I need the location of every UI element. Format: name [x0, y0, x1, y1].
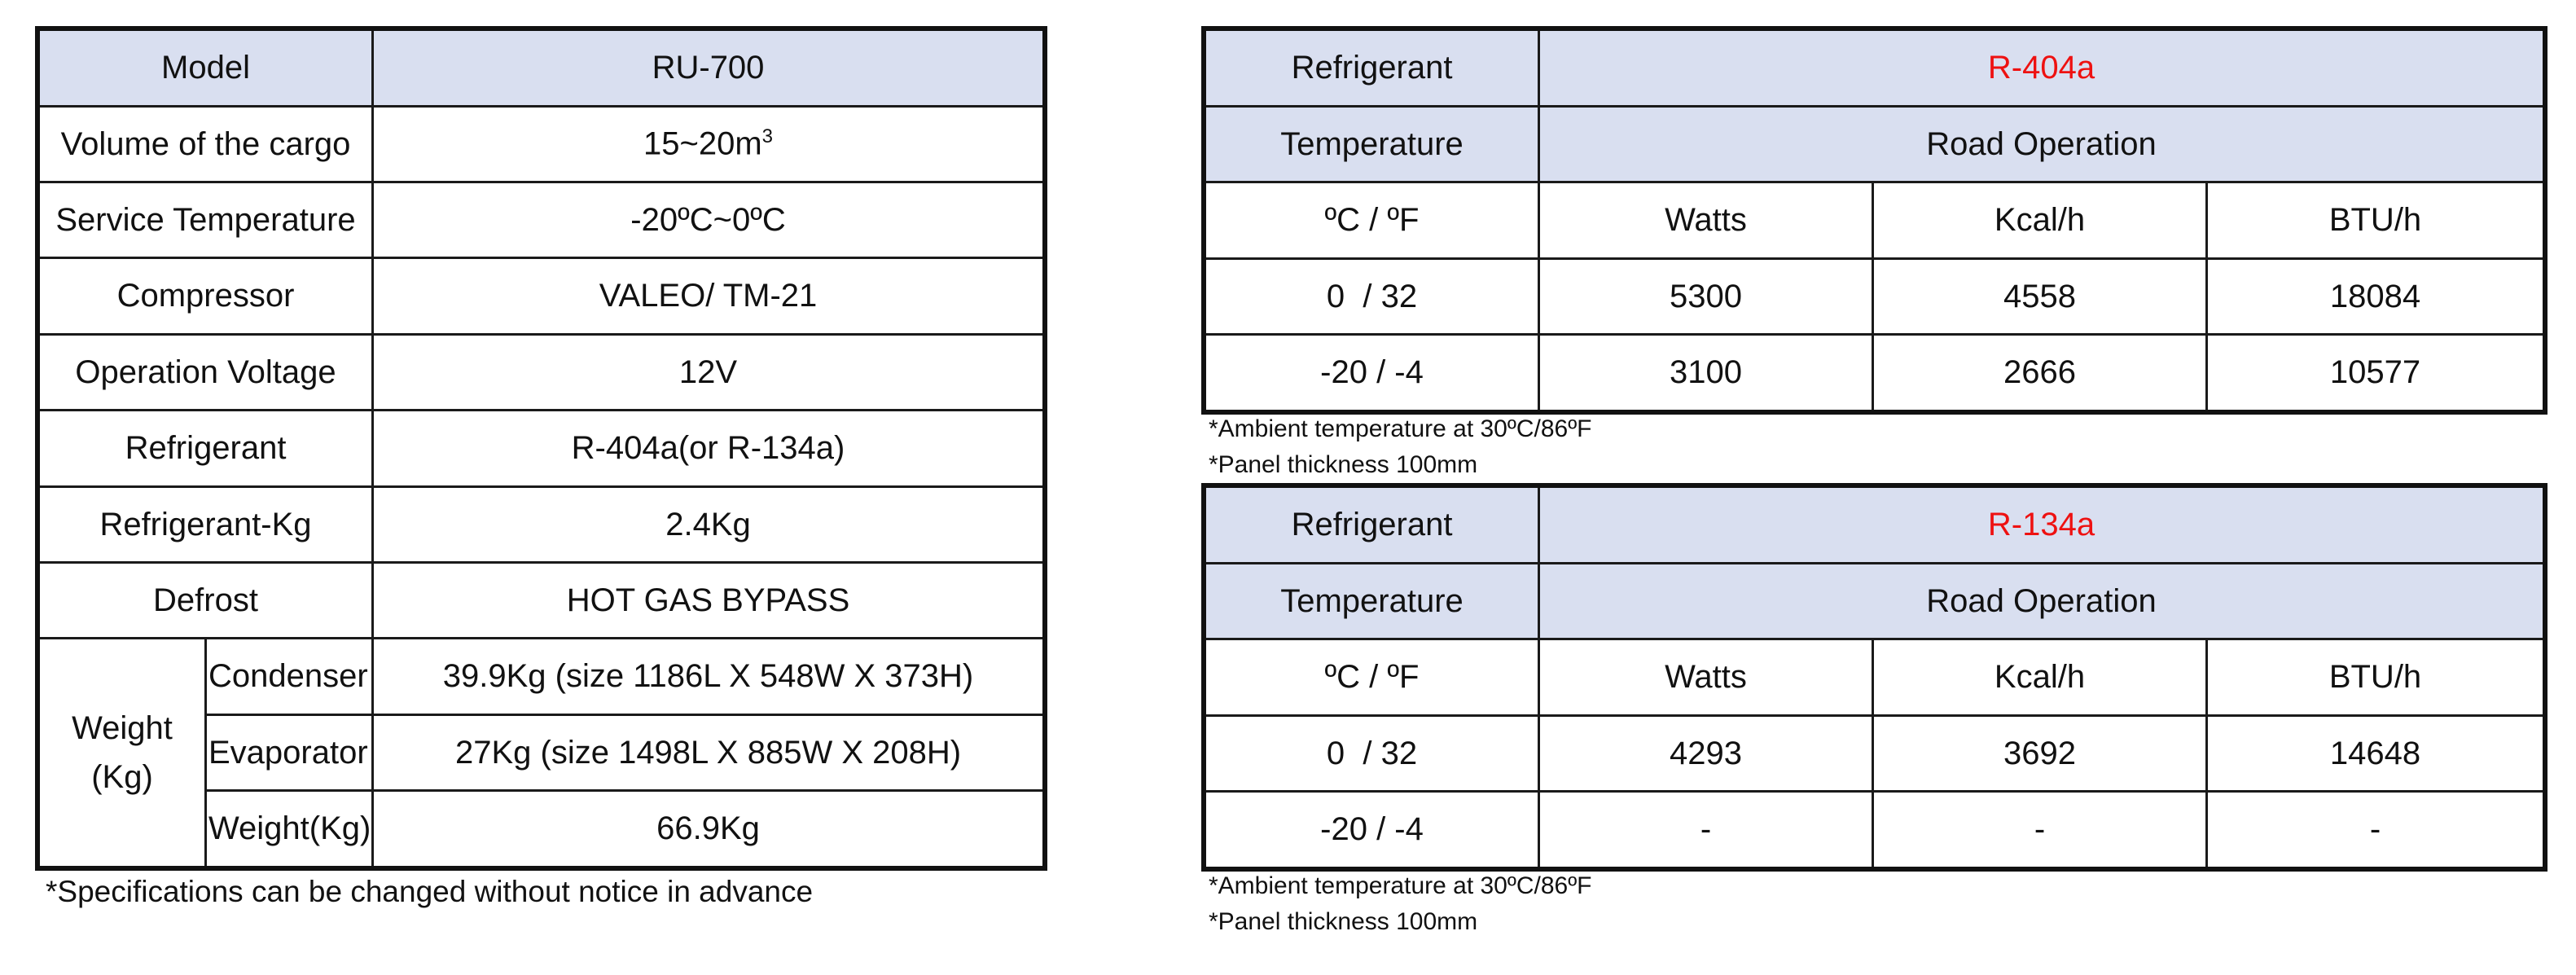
- table-cell: -: [1872, 790, 2208, 869]
- table-row: Operation Voltage 12V: [37, 333, 1046, 411]
- weight-sub-label: Evaporator: [204, 714, 375, 792]
- spec-label: Service Temperature: [37, 181, 375, 259]
- table-cell: 14648: [2205, 714, 2545, 793]
- spec-table: Model RU-700 Volume of the cargo 15~20m3…: [34, 26, 1048, 871]
- table-cell: -20 / -4: [1204, 790, 1540, 869]
- table-row: Refrigerant-Kg 2.4Kg: [37, 485, 1046, 564]
- table-cell: 3692: [1872, 714, 2208, 793]
- table-cell: -: [1538, 790, 1874, 869]
- spec-label: Defrost: [37, 561, 375, 639]
- weight-value: 27Kg (size 1498L X 885W X 208H): [371, 714, 1046, 792]
- table-row: Temperature Road Operation: [1204, 562, 2545, 640]
- spec-value: R-404a(or R-134a): [371, 409, 1046, 488]
- weight-value: 66.9Kg: [371, 789, 1046, 868]
- weight-group-label: Weight (Kg): [37, 637, 207, 868]
- weight-sub-label: Condenser: [204, 637, 375, 716]
- weight-label-line1: Weight: [72, 710, 173, 746]
- spec-label: Compressor: [37, 257, 375, 336]
- ambient-note: *Ambient temperature at 30ºC/86ºF: [1209, 872, 1592, 899]
- column-header: Watts: [1538, 638, 1874, 717]
- spec-label: Refrigerant-Kg: [37, 485, 375, 564]
- table-cell: 10577: [2205, 333, 2545, 412]
- refrigerant-value: R-404a: [1538, 29, 2545, 108]
- spec-value: -20ºC~0ºC: [371, 181, 1046, 259]
- panel-note: *Panel thickness 100mm: [1209, 451, 1478, 478]
- table-cell: 18084: [2205, 257, 2545, 336]
- table-cell: 3100: [1538, 333, 1874, 412]
- table-cell: -: [2205, 790, 2545, 869]
- spec-value: VALEO/ TM-21: [371, 257, 1046, 336]
- table-row: Volume of the cargo 15~20m3: [37, 105, 1046, 183]
- refrigerant-value: R-134a: [1538, 485, 2545, 564]
- table-row: -20 / -4 - - -: [1204, 790, 2545, 869]
- column-header: BTU/h: [2205, 638, 2545, 717]
- spec-value: 15~20m3: [371, 105, 1046, 183]
- table-row: ºC / ºF Watts Kcal/h BTU/h: [1204, 638, 2545, 717]
- spec-value: 2.4Kg: [371, 485, 1046, 564]
- table-row: Service Temperature -20ºC~0ºC: [37, 181, 1046, 259]
- cargo-volume-value: 15~20m: [643, 125, 762, 162]
- refrigerant-label: Refrigerant: [1204, 485, 1540, 564]
- cargo-volume-exponent: 3: [761, 125, 774, 148]
- spec-value: 12V: [371, 333, 1046, 411]
- table-cell: 4293: [1538, 714, 1874, 793]
- table-cell: 0 / 32: [1204, 714, 1540, 793]
- table-row: -20 / -4 3100 2666 10577: [1204, 333, 2545, 412]
- weight-label-line2: (Kg): [91, 759, 153, 795]
- table-row: Model RU-700: [37, 29, 1046, 108]
- column-header: Kcal/h: [1872, 638, 2208, 717]
- column-header: BTU/h: [2205, 181, 2545, 260]
- table-row: 0 / 32 5300 4558 18084: [1204, 257, 2545, 336]
- table-row: 0 / 32 4293 3692 14648: [1204, 714, 2545, 793]
- table-row: Temperature Road Operation: [1204, 105, 2545, 183]
- table-cell: 4558: [1872, 257, 2208, 336]
- table-row: Defrost HOT GAS BYPASS: [37, 561, 1046, 639]
- spec-label: Refrigerant: [37, 409, 375, 488]
- model-label: Model: [37, 29, 375, 108]
- table-row: Refrigerant R-404a(or R-134a): [37, 409, 1046, 488]
- table-cell: 5300: [1538, 257, 1874, 336]
- table-row: ºC / ºF Watts Kcal/h BTU/h: [1204, 181, 2545, 260]
- column-header: ºC / ºF: [1204, 638, 1540, 717]
- column-header: Kcal/h: [1872, 181, 2208, 260]
- performance-table-r404a: Refrigerant R-404a Temperature Road Oper…: [1201, 26, 2547, 415]
- spec-footnote: *Specifications can be changed without n…: [46, 875, 814, 908]
- ambient-note: *Ambient temperature at 30ºC/86ºF: [1209, 415, 1592, 442]
- refrigerant-label: Refrigerant: [1204, 29, 1540, 108]
- model-value: RU-700: [371, 29, 1046, 108]
- table-cell: -20 / -4: [1204, 333, 1540, 412]
- panel-note: *Panel thickness 100mm: [1209, 908, 1478, 935]
- table-cell: 2666: [1872, 333, 2208, 412]
- temperature-label: Temperature: [1204, 105, 1540, 183]
- table-row: Weight(Kg) 66.9Kg: [39, 789, 1046, 868]
- table-row: Refrigerant R-134a: [1204, 485, 2545, 564]
- column-header: ºC / ºF: [1204, 181, 1540, 260]
- spec-label: Volume of the cargo: [37, 105, 375, 183]
- table-row: Compressor VALEO/ TM-21: [37, 257, 1046, 336]
- table-row: Weight (Kg) Condenser 39.9Kg (size 1186L…: [37, 637, 1046, 868]
- column-header: Watts: [1538, 181, 1874, 260]
- table-row: Refrigerant R-404a: [1204, 29, 2545, 108]
- operation-label: Road Operation: [1538, 105, 2545, 183]
- weight-value: 39.9Kg (size 1186L X 548W X 373H): [371, 637, 1046, 716]
- spec-value: HOT GAS BYPASS: [371, 561, 1046, 639]
- spec-label: Operation Voltage: [37, 333, 375, 411]
- operation-label: Road Operation: [1538, 562, 2545, 640]
- performance-table-r134a: Refrigerant R-134a Temperature Road Oper…: [1201, 483, 2547, 872]
- temperature-label: Temperature: [1204, 562, 1540, 640]
- table-row: Evaporator 27Kg (size 1498L X 885W X 208…: [39, 714, 1046, 792]
- weight-sub-label: Weight(Kg): [204, 789, 375, 868]
- table-cell: 0 / 32: [1204, 257, 1540, 336]
